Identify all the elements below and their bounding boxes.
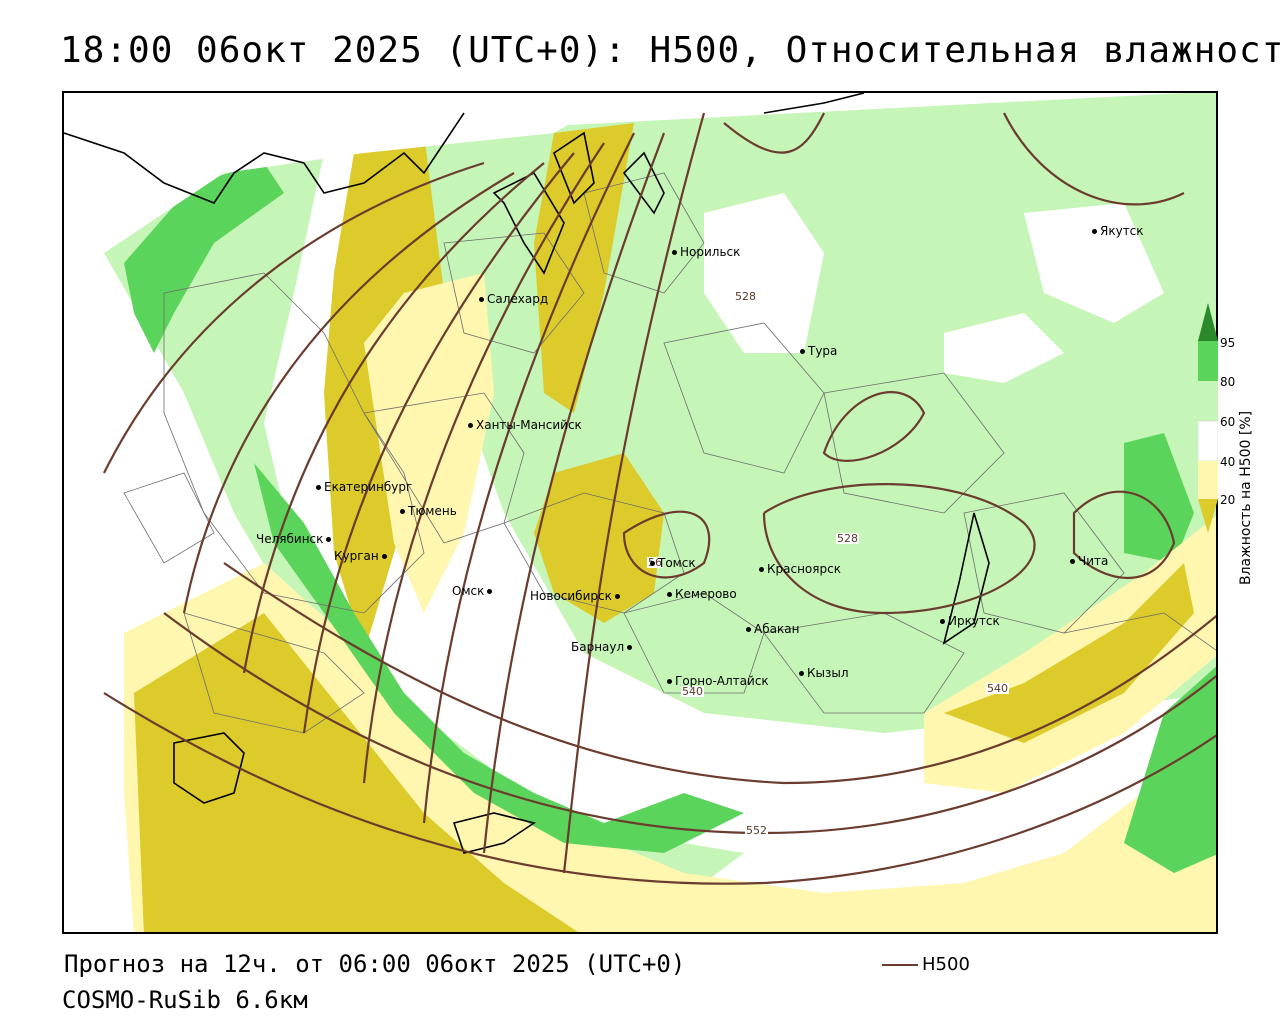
- city-label: Екатеринбург: [324, 480, 413, 494]
- map-title: 18:00 06окт 2025 (UTC+0): H500, Относите…: [60, 30, 1280, 71]
- city-marker-icon: [487, 589, 493, 594]
- city-chita: Чита: [1070, 555, 1108, 567]
- isoline-label: 56: [647, 556, 663, 569]
- city-marker-icon: [1070, 559, 1075, 564]
- colorbar-segment-80: [1198, 341, 1218, 381]
- city-marker-icon: [746, 627, 751, 632]
- city-label: Салехард: [487, 292, 549, 306]
- colorbar-tick: 60: [1220, 415, 1236, 429]
- city-marker-icon: [326, 537, 332, 542]
- city-label: Чита: [1078, 554, 1109, 568]
- city-novosibirsk: Новосибирск: [530, 590, 623, 602]
- city-marker-icon: [672, 250, 677, 255]
- city-label: Абакан: [754, 622, 800, 636]
- isoline-label: 540: [681, 685, 704, 698]
- colorbar-segment-0: [1198, 499, 1218, 533]
- h500-legend-label: H500: [922, 954, 970, 975]
- city-label: Челябинск: [256, 532, 324, 546]
- city-marker-icon: [759, 567, 764, 572]
- model-name: COSMO-RuSib 6.6км: [62, 986, 308, 1014]
- isoline-label: 528: [836, 532, 859, 545]
- isoline-label: 540: [986, 682, 1009, 695]
- city-norilsk: Норильск: [672, 246, 740, 258]
- city-marker-icon: [479, 297, 484, 302]
- city-marker-icon: [1092, 229, 1097, 234]
- humidity-field: [64, 93, 1216, 932]
- city-tomsk: Томск: [650, 557, 696, 569]
- map-canvas: [64, 93, 1216, 932]
- city-label: Барнаул: [571, 640, 625, 654]
- city-marker-icon: [667, 679, 672, 684]
- city-marker-icon: [400, 509, 405, 514]
- city-label: Иркутск: [948, 614, 1000, 628]
- isoline-label: 552: [745, 824, 768, 837]
- coastlines: [64, 93, 990, 854]
- city-marker-icon: [316, 485, 321, 490]
- isoline-label: 528: [734, 290, 757, 303]
- forecast-map: 528 528 540 540 552 56 Якутск Норильск С…: [62, 91, 1218, 934]
- city-marker-icon: [614, 594, 620, 599]
- city-salekhard: Салехард: [479, 293, 548, 305]
- city-tura: Тура: [800, 345, 837, 357]
- city-irkutsk: Иркутск: [940, 615, 1000, 627]
- city-barnaul: Барнаул: [571, 641, 635, 653]
- city-label: Новосибирск: [530, 589, 612, 603]
- humidity-colorbar: [1198, 303, 1218, 533]
- colorbar-tick: 40: [1220, 455, 1236, 469]
- colorbar-segment-95: [1198, 303, 1218, 341]
- city-gorno-altaysk: Горно-Алтайск: [667, 675, 769, 687]
- city-krasnoyarsk: Красноярск: [759, 563, 841, 575]
- city-marker-icon: [940, 619, 945, 624]
- city-abakan: Абакан: [746, 623, 799, 635]
- colorbar-segment-20: [1198, 461, 1218, 499]
- city-ekaterinburg: Екатеринбург: [316, 481, 412, 493]
- city-kemerovo: Кемерово: [667, 588, 737, 600]
- city-label: Курган: [334, 549, 379, 563]
- colorbar-tick: 80: [1220, 375, 1236, 389]
- city-label: Норильск: [680, 245, 741, 259]
- city-kyzyl: Кызыл: [799, 667, 849, 679]
- colorbar-segment-60: [1198, 381, 1218, 421]
- city-label: Ханты-Мансийск: [476, 418, 582, 432]
- city-yakutsk: Якутск: [1092, 225, 1144, 237]
- forecast-info: Прогноз на 12ч. от 06:00 06окт 2025 (UTC…: [64, 950, 686, 978]
- city-omsk: Омск: [452, 585, 495, 597]
- colorbar-title: Влажность на H500 [%]: [1238, 410, 1254, 585]
- city-label: Томск: [658, 556, 696, 570]
- city-marker-icon: [627, 645, 633, 650]
- h500-legend-swatch: [882, 964, 918, 966]
- city-marker-icon: [667, 592, 672, 597]
- city-marker-icon: [468, 423, 473, 428]
- city-label: Омск: [452, 584, 485, 598]
- city-marker-icon: [381, 554, 387, 559]
- city-tyumen: Тюмень: [400, 505, 457, 517]
- city-marker-icon: [650, 561, 655, 566]
- city-label: Тура: [808, 344, 838, 358]
- city-label: Красноярск: [767, 562, 841, 576]
- city-label: Якутск: [1100, 224, 1144, 238]
- city-label: Горно-Алтайск: [675, 674, 769, 688]
- city-chelyabinsk: Челябинск: [256, 533, 334, 545]
- city-label: Кызыл: [807, 666, 849, 680]
- city-marker-icon: [799, 671, 804, 676]
- colorbar-tick: 20: [1220, 493, 1236, 507]
- city-marker-icon: [800, 349, 805, 354]
- colorbar-segment-40: [1198, 420, 1218, 462]
- city-label: Кемерово: [675, 587, 737, 601]
- city-label: Тюмень: [408, 504, 457, 518]
- colorbar-tick: 95: [1220, 336, 1236, 350]
- city-kurgan: Курган: [334, 550, 390, 562]
- city-khanty-mansiysk: Ханты-Мансийск: [468, 419, 582, 431]
